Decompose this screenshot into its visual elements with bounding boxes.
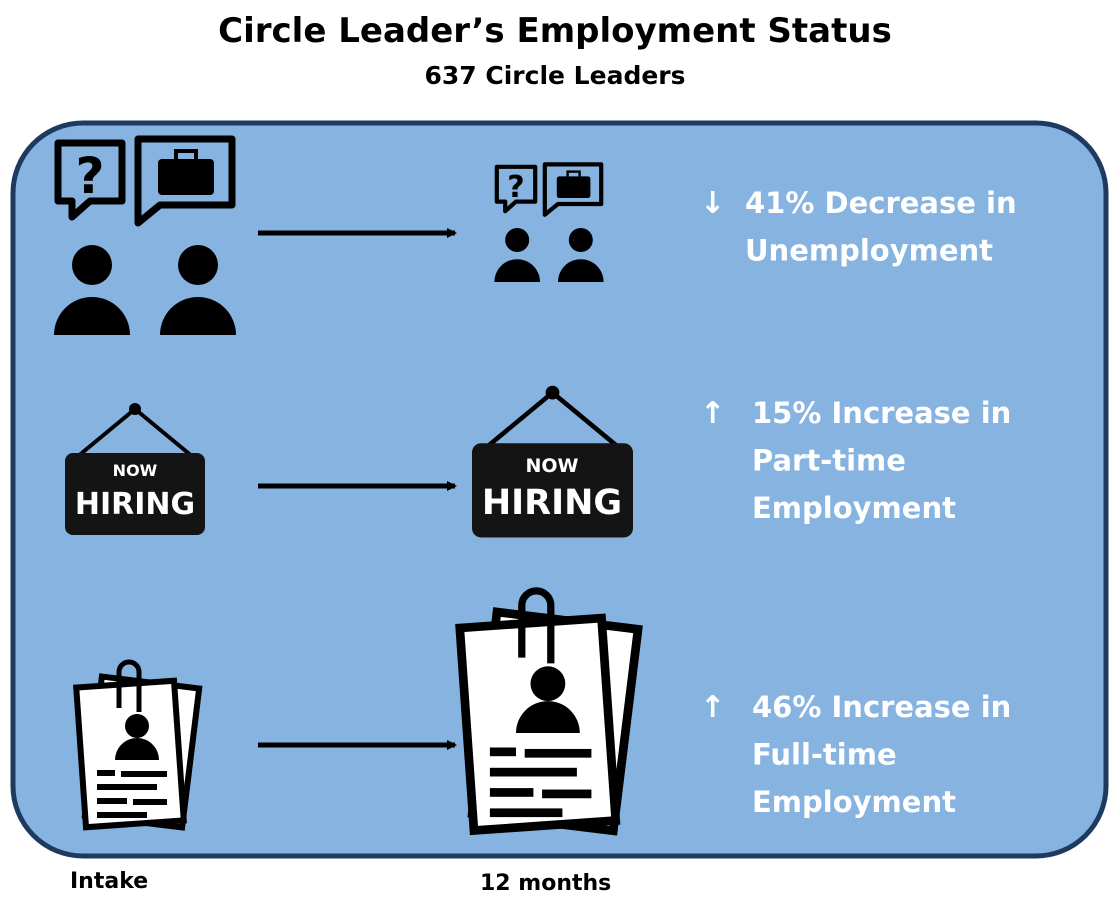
sign-text: NOW xyxy=(525,455,578,477)
title: Circle Leader’s Employment Status xyxy=(218,11,892,51)
sign-text: HIRING xyxy=(482,483,622,523)
footer-label: Intake xyxy=(70,869,148,893)
stat-arrow: ↓ xyxy=(700,186,725,221)
stat-text: Employment xyxy=(752,785,956,819)
stat-list: ↓ 41% Decrease in Unemployment ↑ 15% Increas… xyxy=(700,186,1017,819)
sign-text: HIRING xyxy=(75,487,195,522)
resume-icon xyxy=(76,662,199,827)
stat-text: 15% Increase in xyxy=(752,396,1011,430)
stat-text: Full-time xyxy=(752,738,897,772)
stat-text: 46% Increase in xyxy=(752,690,1011,724)
stat-text: Unemployment xyxy=(745,234,993,268)
footer-label: 12 months xyxy=(480,871,611,893)
subtitle: 637 Circle Leaders xyxy=(425,61,686,90)
sign-text: NOW xyxy=(113,461,158,480)
stat-text: Employment xyxy=(752,491,956,525)
resume-icon xyxy=(460,591,638,831)
stat-arrow: ↑ xyxy=(700,690,725,725)
stat-arrow: ↑ xyxy=(700,396,725,431)
stat-text: Part-time xyxy=(752,444,906,478)
stat-text: 41% Decrease in xyxy=(745,186,1017,220)
